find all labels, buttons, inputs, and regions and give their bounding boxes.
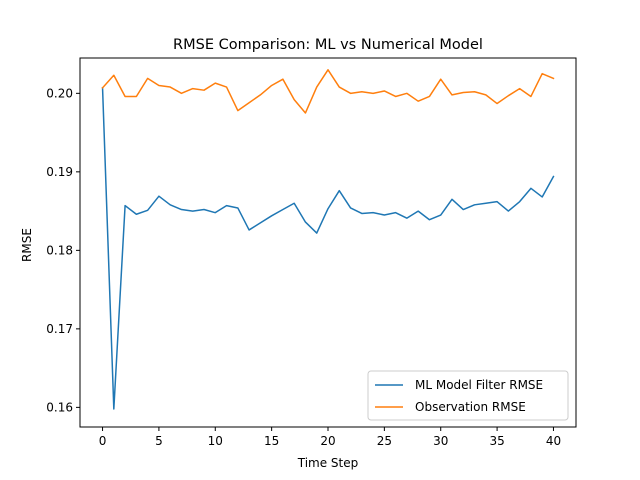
series-line-observation-rmse xyxy=(101,69,555,114)
y-axis-label: RMSE xyxy=(20,228,34,262)
x-axis-label: Time Step xyxy=(297,456,359,470)
x-tick-label: 20 xyxy=(320,434,335,448)
x-tick-label: 25 xyxy=(377,434,392,448)
y-tick-label: 0.19 xyxy=(46,165,73,179)
series-line-ml-model-filter-rmse xyxy=(101,87,555,410)
legend-box xyxy=(367,370,569,421)
plot-area: 0 5 10 15 20 25 30 35 40 0.16 0.17 0.18 0.19 0.20 xyxy=(46,69,561,448)
legend: ML Model Filter RMSE Observation RMSE xyxy=(367,370,569,421)
x-tick-label: 10 xyxy=(208,434,223,448)
x-tick-label: 35 xyxy=(489,434,504,448)
x-tick-label: 5 xyxy=(155,434,163,448)
x-tick-label: 40 xyxy=(546,434,561,448)
y-tick-label: 0.20 xyxy=(46,86,73,100)
chart-title: RMSE Comparison: ML vs Numerical Model xyxy=(173,37,483,53)
y-tick-label: 0.18 xyxy=(46,243,73,257)
x-tick-label: 30 xyxy=(433,434,448,448)
legend-label: ML Model Filter RMSE xyxy=(415,378,543,392)
axes-frame xyxy=(79,57,577,428)
y-tick-label: 0.17 xyxy=(46,322,73,336)
x-tick-label: 0 xyxy=(99,434,107,448)
x-tick-label: 15 xyxy=(264,434,279,448)
legend-label: Observation RMSE xyxy=(415,400,526,414)
y-tick-label: 0.16 xyxy=(46,400,73,414)
